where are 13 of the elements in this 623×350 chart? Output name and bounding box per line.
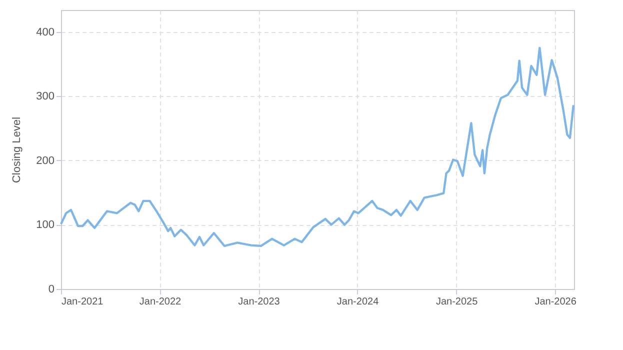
y-tick-label: 300 [36,90,54,103]
y-tick-label: 200 [36,154,54,167]
x-tick-label: Jan-2024 [336,296,380,308]
x-tick-label: Jan-2021 [62,296,104,308]
x-tick-label: Jan-2023 [238,296,280,308]
line-series [60,46,575,248]
x-tick-label: Jan-2025 [436,296,478,308]
y-axis-title: Closing Level [11,116,24,184]
y-tick-label: 400 [36,26,54,38]
y-tick-label: 100 [36,219,54,232]
y-tick-label: 0 [48,284,54,296]
x-tick-label: Jan-2022 [139,296,182,308]
x-tick-label: Jan-2026 [534,296,577,308]
